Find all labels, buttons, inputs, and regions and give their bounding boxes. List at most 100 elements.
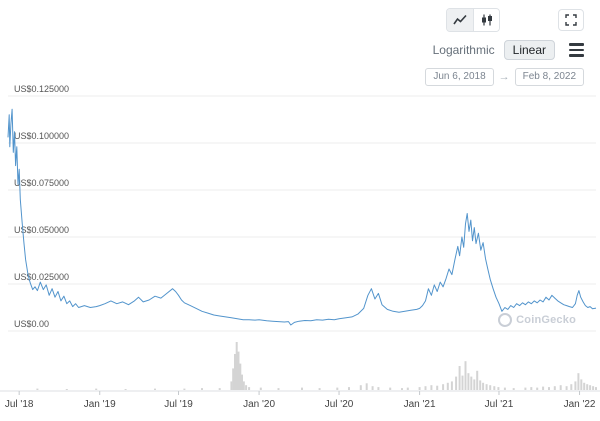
candlestick-chart-button[interactable]: [473, 9, 499, 31]
volume-bar: [230, 381, 233, 390]
x-axis-label: Jan '21: [404, 399, 436, 410]
volume-bar: [235, 342, 238, 390]
x-axis-label: Jan '19: [84, 399, 116, 410]
volume-bar: [245, 385, 248, 390]
x-axis-label: Jan '22: [564, 399, 596, 410]
volume-bar: [586, 384, 589, 390]
volume-bar: [336, 387, 339, 390]
volume-bar: [583, 382, 586, 390]
volume-bar: [436, 385, 439, 390]
x-axis-label: Jan '20: [243, 399, 275, 410]
volume-bar: [234, 354, 236, 390]
volume-bar: [446, 382, 449, 390]
volume-bar: [565, 386, 568, 390]
volume-bar: [473, 379, 476, 390]
line-chart-icon: [453, 14, 467, 25]
volume-bar: [237, 351, 240, 390]
volume-bar: [503, 387, 506, 390]
fullscreen-icon: [565, 14, 577, 26]
linear-toggle[interactable]: Linear: [503, 40, 555, 60]
volume-bar: [65, 389, 68, 390]
volume-bar: [497, 387, 500, 390]
volume-bar: [476, 370, 479, 390]
watermark-text: CoinGecko: [516, 314, 576, 326]
volume-bar: [458, 366, 461, 390]
menu-icon: [569, 43, 584, 46]
volume-bar: [371, 386, 374, 390]
volume-bar: [489, 385, 492, 390]
volume-bar: [277, 388, 280, 390]
volume-bar: [524, 387, 527, 390]
coingecko-watermark: CoinGecko: [498, 313, 576, 327]
volume-bar: [242, 381, 245, 390]
volume-bar: [430, 385, 433, 390]
volume-bar: [406, 387, 409, 390]
candlestick-icon: [481, 14, 492, 26]
date-range-arrow-icon: →: [498, 71, 510, 83]
price-line: [7, 108, 597, 326]
chart-controls: Logarithmic Linear Jun 6, 2018 → Feb 8, …: [425, 8, 584, 86]
volume-bar: [595, 387, 597, 390]
y-axis-label: US$0.075000: [14, 178, 69, 188]
volume-bar: [589, 385, 592, 390]
volume-bar: [377, 387, 380, 390]
volume-bar: [455, 376, 458, 390]
volume-bar: [154, 388, 156, 390]
volume-bar: [470, 376, 473, 390]
start-date-input[interactable]: Jun 6, 2018: [425, 68, 494, 86]
end-date-input[interactable]: Feb 8, 2022: [514, 68, 584, 86]
volume-bar: [201, 388, 203, 390]
volume-bar: [124, 389, 127, 390]
volume-bar: [248, 387, 251, 390]
volume-bar: [232, 368, 235, 390]
chart-type-row: [446, 8, 584, 32]
volume-bar: [512, 388, 515, 390]
line-chart-button[interactable]: [447, 9, 473, 31]
volume-bar: [301, 387, 303, 390]
volume-bar: [365, 383, 368, 390]
volume-bar: [348, 387, 350, 390]
volume-bar: [218, 388, 221, 390]
x-axis-label: Jul '21: [485, 399, 514, 410]
volume-bar: [530, 387, 533, 390]
volume-bar: [239, 363, 242, 390]
volume-bar: [467, 373, 470, 390]
y-axis-label: US$0.025000: [14, 272, 69, 282]
y-axis-label: US$0.125000: [14, 84, 69, 94]
menu-button[interactable]: [569, 41, 584, 59]
y-axis-label: US$0.00: [14, 319, 49, 329]
volume-bar: [536, 387, 539, 390]
volume-bar: [183, 388, 186, 390]
volume-bar: [442, 384, 445, 390]
volume-bar: [580, 379, 583, 390]
date-range-row: Jun 6, 2018 → Feb 8, 2022: [425, 68, 584, 86]
volume-bar: [461, 375, 464, 390]
y-axis-label: US$0.050000: [14, 225, 69, 235]
volume-bar: [36, 388, 39, 390]
volume-bar: [570, 384, 573, 390]
volume-bar: [574, 381, 577, 390]
x-axis-label: Jul '18: [5, 399, 34, 410]
fullscreen-button[interactable]: [558, 9, 584, 31]
coingecko-logo-icon: [498, 313, 513, 327]
volume-bar: [424, 386, 427, 390]
scale-row: Logarithmic Linear: [433, 40, 584, 60]
volume-bar: [401, 388, 403, 390]
volume-bar: [553, 386, 556, 390]
volume-bar: [592, 386, 595, 390]
chart-type-toggle: [446, 8, 500, 32]
logarithmic-toggle[interactable]: Logarithmic: [432, 43, 495, 57]
volume-bar: [482, 382, 485, 390]
volume-bar: [548, 387, 550, 390]
volume-bar: [542, 386, 545, 390]
volume-bar: [559, 385, 562, 390]
volume-bar: [450, 381, 453, 390]
volume-bar: [479, 380, 482, 390]
volume-bar: [418, 387, 421, 390]
volume-bar: [241, 374, 243, 390]
volume-bar: [464, 361, 467, 390]
volume-bar: [577, 373, 580, 390]
volume-bar: [389, 387, 392, 390]
volume-bar: [318, 388, 321, 390]
